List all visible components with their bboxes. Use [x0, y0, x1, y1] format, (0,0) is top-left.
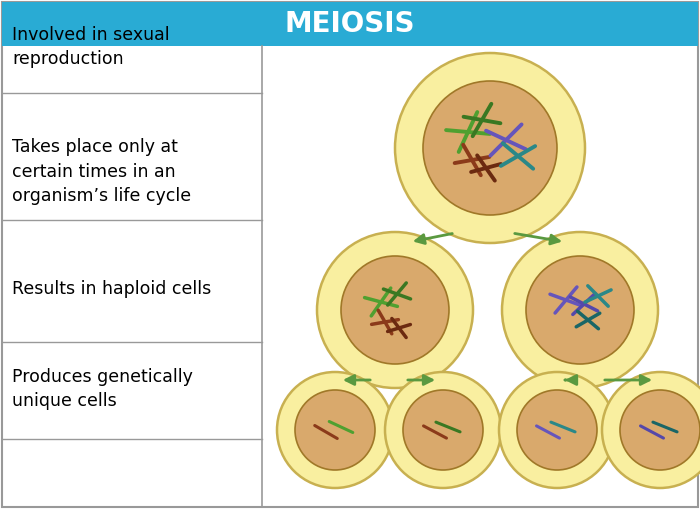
Text: MEIOSIS: MEIOSIS	[285, 10, 415, 38]
Text: Produces genetically
unique cells: Produces genetically unique cells	[12, 367, 193, 410]
Circle shape	[517, 390, 597, 470]
Circle shape	[403, 390, 483, 470]
Circle shape	[602, 372, 700, 488]
Circle shape	[423, 81, 557, 215]
Circle shape	[526, 256, 634, 364]
Circle shape	[395, 53, 585, 243]
Circle shape	[317, 232, 473, 388]
Circle shape	[499, 372, 615, 488]
Text: Takes place only at
certain times in an
organism’s life cycle: Takes place only at certain times in an …	[12, 138, 191, 205]
Circle shape	[341, 256, 449, 364]
Circle shape	[620, 390, 700, 470]
Bar	[2, 2, 698, 46]
Text: Involved in sexual
reproduction: Involved in sexual reproduction	[12, 26, 169, 69]
Circle shape	[295, 390, 375, 470]
Circle shape	[385, 372, 501, 488]
Circle shape	[277, 372, 393, 488]
Circle shape	[502, 232, 658, 388]
Text: Results in haploid cells: Results in haploid cells	[12, 279, 211, 298]
